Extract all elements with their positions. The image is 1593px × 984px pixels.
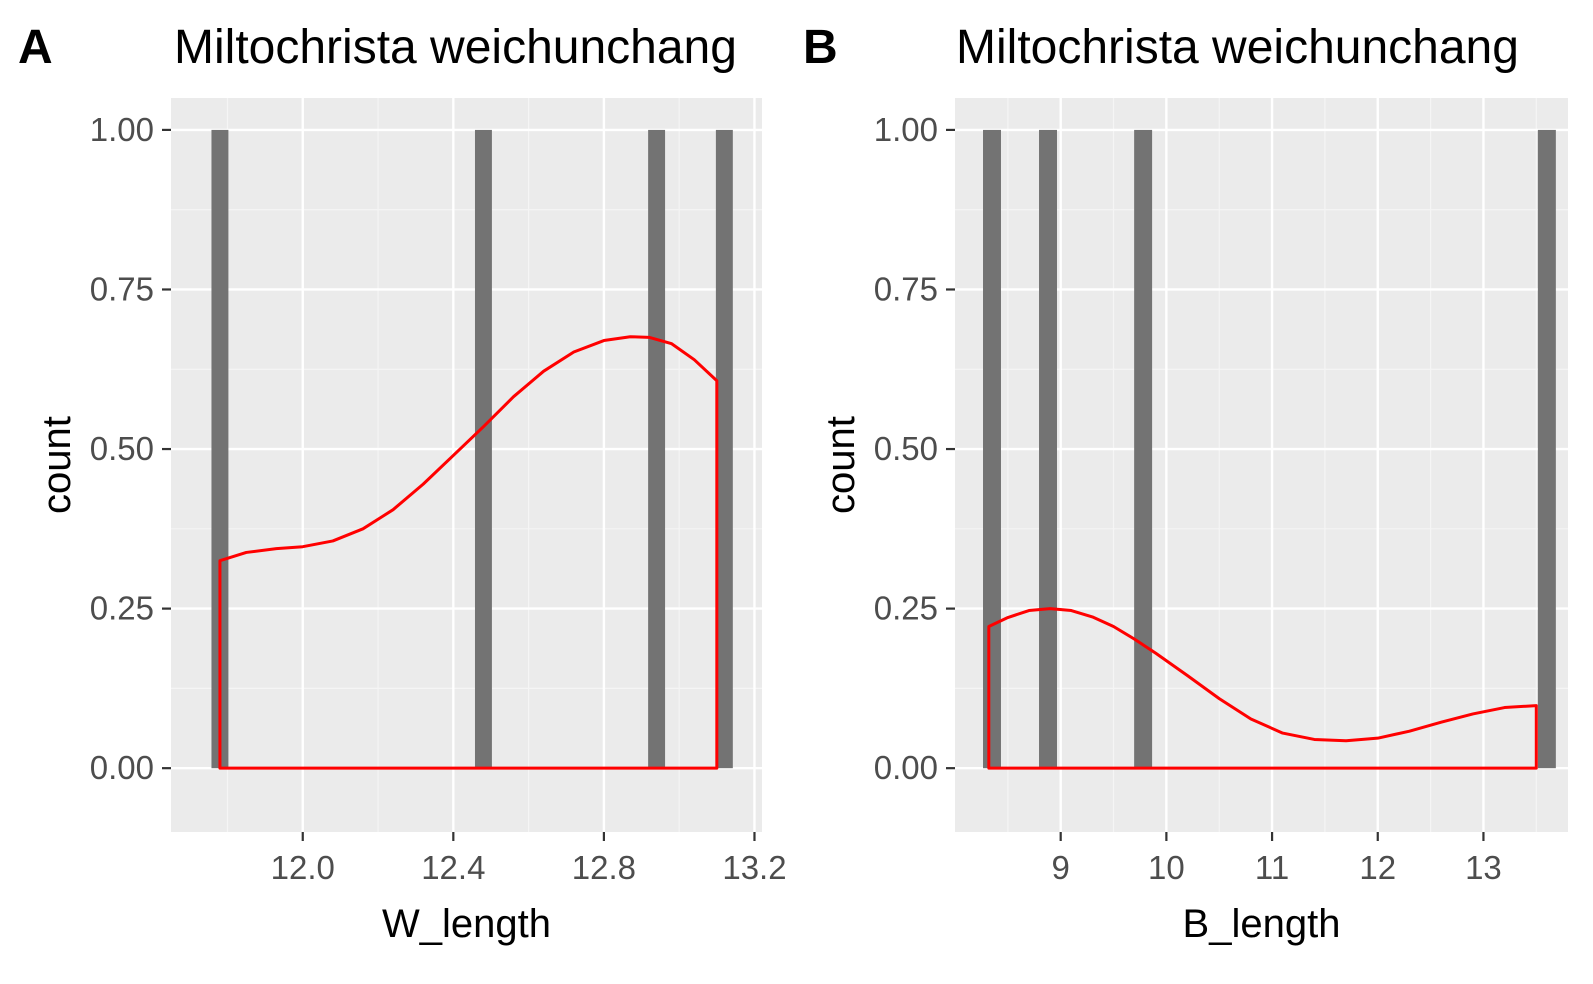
panel-a-x-tick-label: 12.4: [421, 849, 485, 886]
panel-a-histogram-bar: [474, 129, 492, 769]
panel-b-title: Miltochrista weichunchang: [956, 21, 1519, 74]
panel-a-bars: [211, 129, 733, 769]
panel-a-x-axis: 12.0 12.4 12.8 13.2: [271, 832, 787, 886]
panel-b-histogram-bar: [1134, 129, 1153, 769]
panel-a-y-axis: 0.00 0.25 0.50 0.75 1.00: [90, 111, 171, 786]
panel-b-y-tick-label: 0.00: [874, 749, 938, 786]
panel-b-x-axis: 9 10 11 12 13: [1052, 832, 1502, 886]
panel-b-x-tick-label: 12: [1359, 849, 1396, 886]
panel-b-x-axis-title: B_length: [1183, 902, 1341, 946]
panel-b-histogram-bar: [1537, 129, 1556, 769]
panel-b-x-tick-label: 9: [1052, 849, 1070, 886]
panel-a-density-curve: [218, 335, 719, 770]
panel-a-histogram-bar: [211, 129, 229, 769]
panel-b-y-axis-title: count: [819, 416, 863, 514]
panel-a-histogram-bar: [648, 129, 666, 769]
panel-a-y-tick-label: 0.50: [90, 430, 154, 467]
panel-a-y-tick-label: 1.00: [90, 111, 154, 148]
panel-a-y-tick-label: 0.75: [90, 270, 154, 307]
panel-b-tag: B: [803, 21, 838, 74]
panel-a-y-tick-label: 0.00: [90, 749, 154, 786]
panel-a-tag: A: [18, 21, 53, 74]
panel-b-histogram-bar: [1039, 129, 1057, 769]
panel-b-histogram-bar: [983, 129, 1001, 769]
panel-a-x-tick-label: 13.2: [722, 849, 786, 886]
panel-a: A Miltochrista weichunchang 0.00 0.25 0.50…: [18, 21, 787, 946]
panel-a-histogram-bar: [715, 129, 733, 769]
panel-a-x-tick-label: 12.0: [271, 849, 335, 886]
panel-b-y-tick-label: 0.50: [874, 430, 938, 467]
panel-a-x-tick-label: 12.8: [572, 849, 636, 886]
panel-a-title-clip: Miltochrista weichunchang: [174, 21, 737, 74]
panel-b-density-curve: [987, 607, 1538, 770]
panel-a-minor-grid: [171, 98, 762, 832]
panel-b-plot-background: [955, 98, 1568, 832]
panel-b-y-tick-label: 0.75: [874, 270, 938, 307]
panel-b-y-tick-label: 0.25: [874, 590, 938, 627]
panel-a-y-tick-label: 0.25: [90, 590, 154, 627]
panel-b-x-tick-label: 11: [1255, 849, 1289, 886]
panel-b-x-tick-label: 13: [1465, 849, 1502, 886]
panel-a-plot-background: [171, 98, 762, 832]
panel-b-y-tick-label: 1.00: [874, 111, 938, 148]
panel-a-x-axis-title: W_length: [382, 902, 551, 946]
panel-b-x-tick-label: 10: [1148, 849, 1185, 886]
panel-b: B Miltochrista weichunchang 0.00 0.25 0.50…: [803, 21, 1568, 946]
panel-b-y-axis: 0.00 0.25 0.50 0.75 1.00: [874, 111, 955, 786]
panel-a-title: Miltochrista weichunchang: [174, 21, 737, 74]
panel-b-title-clip: Miltochrista weichunchang: [956, 21, 1519, 74]
panel-a-y-axis-title: count: [35, 416, 79, 514]
